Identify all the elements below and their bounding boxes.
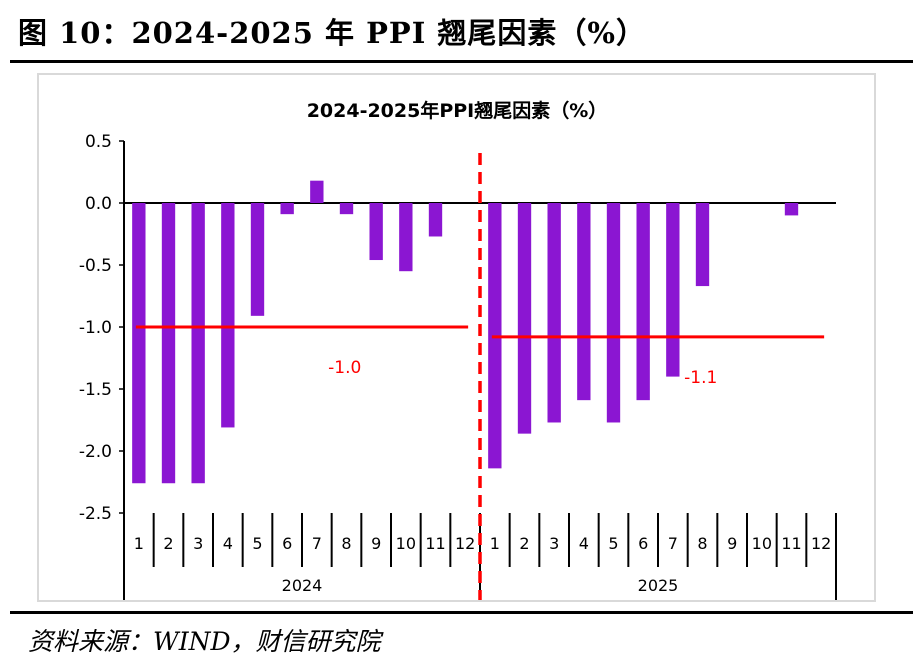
x-group-label: 2025 — [638, 576, 679, 595]
source-note: 资料来源：WIND，财信研究院 — [28, 627, 381, 656]
bar-2025-6 — [636, 203, 650, 401]
x-category-label: 2 — [163, 534, 173, 553]
bar-2025-3 — [547, 203, 561, 423]
x-category-label: 6 — [638, 534, 648, 553]
x-category-label: 5 — [608, 534, 618, 553]
x-category-label: 8 — [697, 534, 707, 553]
x-category-label: 10 — [752, 534, 772, 553]
x-category-label: 6 — [282, 534, 292, 553]
y-tick-label: -2.0 — [79, 442, 112, 462]
bar-chart: 2024-2025年PPI翘尾因素（%） 0.5 0.0 -0.5 -1.0 -1.5 -… — [79, 99, 837, 600]
x-category-label: 10 — [396, 534, 416, 553]
bar-2024-1 — [132, 203, 146, 484]
x-category-label: 8 — [341, 534, 351, 553]
x-category-label: 9 — [371, 534, 381, 553]
x-category-label: 1 — [490, 534, 500, 553]
chart-frame: 2024-2025年PPI翘尾因素（%） 0.5 0.0 -0.5 -1.0 -1.5 -… — [37, 73, 876, 602]
x-category-label: 7 — [668, 534, 678, 553]
bar-2024-8 — [339, 203, 354, 215]
bar-2024-5 — [250, 203, 265, 316]
bar-2024-6 — [280, 203, 294, 215]
chart-title: 2024-2025年PPI翘尾因素（%） — [307, 99, 608, 122]
x-category-label: 2 — [519, 534, 529, 553]
x-category-label: 11 — [781, 534, 801, 553]
x-category-label: 3 — [193, 534, 203, 553]
y-tick-label: -1.0 — [79, 318, 112, 338]
bar-2025-11 — [784, 203, 799, 216]
bar-2024-2 — [161, 203, 176, 484]
average-label-2025: -1.1 — [684, 368, 717, 388]
y-tick-label: -1.5 — [79, 380, 112, 400]
x-category-label: 11 — [425, 534, 445, 553]
bottom-rule — [10, 611, 913, 614]
x-category-label: 12 — [455, 534, 475, 553]
bar-2025-8 — [695, 203, 710, 287]
x-category-label: 9 — [727, 534, 737, 553]
average-label-2024: -1.0 — [328, 358, 361, 378]
x-category-label: 12 — [811, 534, 831, 553]
x-category-label: 4 — [223, 534, 233, 553]
x-category-label: 4 — [579, 534, 589, 553]
x-group-label: 2024 — [282, 576, 323, 595]
x-category-label: 5 — [252, 534, 262, 553]
x-category-label: 3 — [549, 534, 559, 553]
y-tick-label: 0.5 — [85, 132, 112, 152]
bar-2024-9 — [369, 203, 383, 261]
x-category-label: 7 — [312, 534, 322, 553]
bar-2024-11 — [428, 203, 443, 237]
figure-title: 图 10：2024-2025 年 PPI 翘尾因素（%） — [18, 16, 646, 50]
bar-2024-10 — [399, 203, 413, 272]
bar-2025-5 — [606, 203, 621, 423]
x-category-label: 1 — [134, 534, 144, 553]
bar-2024-3 — [191, 203, 205, 484]
bar-2024-7 — [310, 180, 324, 203]
y-tick-label: -0.5 — [79, 256, 112, 276]
bar-2025-4 — [577, 203, 591, 401]
top-rule — [10, 60, 913, 63]
bar-2025-2 — [517, 203, 532, 434]
y-tick-label: 0.0 — [85, 194, 112, 214]
y-tick-label: -2.5 — [79, 504, 112, 524]
bar-2025-7 — [666, 203, 680, 377]
bar-2024-4 — [221, 203, 235, 428]
